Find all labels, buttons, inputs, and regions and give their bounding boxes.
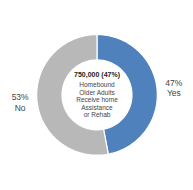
svg-text:47%Yes: 47%Yes (165, 78, 182, 98)
svg-text:750,000 (47%): 750,000 (47%) (74, 71, 120, 79)
svg-text:HomeboundOlder AdultsReceive h: HomeboundOlder AdultsReceive homeAssista… (76, 81, 118, 118)
svg-text:53%No: 53%No (12, 92, 29, 112)
